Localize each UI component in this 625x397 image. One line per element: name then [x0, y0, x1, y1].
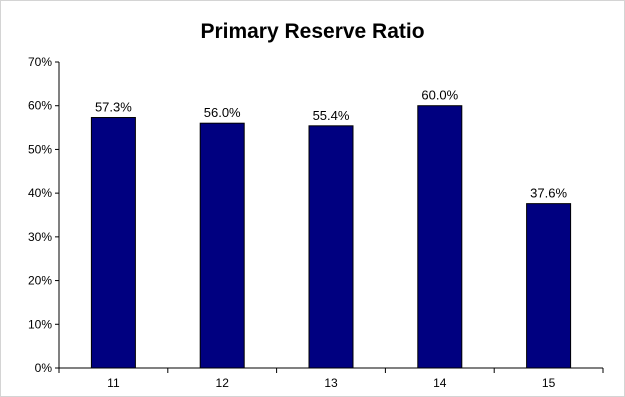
data-label-13: 55.4%: [313, 108, 350, 123]
y-tick-label: 70%: [28, 55, 52, 69]
data-label-11: 57.3%: [95, 100, 132, 115]
x-tick-label: 13: [324, 376, 338, 390]
data-labels: 57.3% 56.0% 55.4% 60.0% 37.6%: [95, 88, 568, 201]
data-label-12: 56.0%: [204, 105, 241, 120]
data-label-14: 60.0%: [421, 88, 458, 103]
chart-title: Primary Reserve Ratio: [200, 20, 425, 43]
bar-15: [526, 203, 572, 369]
bars: [90, 105, 572, 369]
x-tick-label: 14: [433, 376, 447, 390]
bar-11: [90, 117, 136, 369]
y-tick-label: 20%: [28, 274, 52, 288]
y-tick-label: 40%: [28, 186, 52, 200]
y-tick-label: 50%: [28, 142, 52, 156]
x-tick-label: 15: [542, 376, 556, 390]
y-tick-label: 10%: [28, 317, 52, 331]
x-tick-label: 12: [216, 376, 230, 390]
y-axis: 0% 10% 20% 30% 40% 50% 60% 70%: [28, 55, 60, 375]
y-tick-label: 60%: [28, 99, 52, 113]
x-axis: 11 12 13 14 15: [58, 367, 604, 390]
data-label-15: 37.6%: [530, 186, 567, 201]
y-tick-label: 30%: [28, 230, 52, 244]
bar-13: [308, 125, 354, 369]
x-tick-label: 11: [107, 376, 120, 390]
bar-12: [199, 122, 245, 369]
y-tick-label: 0%: [35, 361, 53, 375]
bar-14: [417, 105, 463, 369]
